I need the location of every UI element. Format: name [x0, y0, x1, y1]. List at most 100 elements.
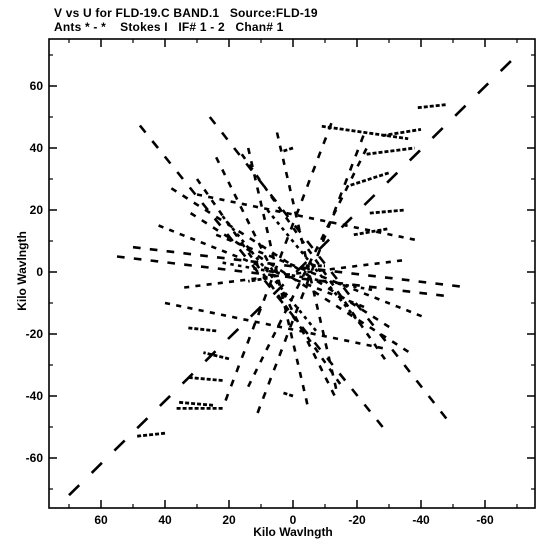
uv-sample [215, 156, 221, 164]
uv-sample [284, 171, 289, 179]
uv-sample [245, 247, 253, 254]
uv-sample [319, 218, 326, 223]
uv-track [266, 209, 362, 326]
uv-sample [307, 270, 313, 274]
uv-sample [276, 294, 283, 301]
uv-sample [279, 286, 284, 291]
uv-sample [415, 379, 424, 389]
uv-sample [215, 215, 222, 222]
uv-sample [293, 224, 302, 234]
uv-sample [278, 349, 284, 357]
uv-sample [301, 283, 309, 289]
uv-sample [313, 341, 322, 351]
uv-sample [249, 305, 262, 318]
uv-sample [181, 194, 189, 200]
uv-sample [292, 345, 297, 352]
uv-sample [267, 279, 273, 287]
y-tick-label: -40 [26, 389, 44, 403]
uv-sample [321, 234, 327, 243]
uv-sample [247, 252, 253, 259]
uv-sample [223, 233, 230, 239]
uv-sample [275, 132, 280, 139]
uv-sample [265, 322, 272, 327]
uv-sample [301, 384, 306, 392]
uv-sample [324, 279, 329, 285]
uv-sample [337, 295, 344, 300]
uv-sample [246, 336, 252, 344]
uv-sample [270, 195, 276, 202]
uv-sample [260, 244, 267, 250]
x-tick-label: 0 [290, 513, 297, 527]
uv-sample [276, 220, 281, 226]
uv-sample [288, 297, 293, 303]
uv-sample [262, 213, 267, 221]
uv-sample [352, 315, 358, 320]
uv-track [196, 193, 416, 241]
uv-sample [321, 357, 327, 364]
uv-sample [259, 200, 263, 207]
uv-sample [380, 333, 387, 339]
uv-sample [362, 147, 368, 155]
uv-sample [215, 233, 222, 238]
uv-sample [278, 251, 284, 259]
uv-sample [179, 232, 185, 238]
uv-sample [203, 188, 209, 196]
uv-sample [350, 388, 359, 397]
uv-sample [278, 145, 283, 152]
uv-sample [454, 104, 467, 117]
uv-sample [175, 304, 182, 308]
uv-sample [333, 382, 338, 390]
uv-dash-run [282, 146, 294, 153]
uv-sample [301, 270, 307, 278]
uv-track [138, 124, 384, 428]
uv-sample [284, 216, 291, 223]
uv-track [221, 215, 318, 332]
uv-sample [337, 192, 343, 200]
uv-sample [377, 345, 384, 350]
uv-sample [204, 208, 211, 214]
uv-sample [251, 230, 257, 237]
x-tick-label: -20 [348, 513, 366, 527]
uv-sample [313, 245, 319, 253]
uv-sample [398, 235, 404, 239]
uv-sample [290, 238, 295, 243]
uv-sample [269, 274, 274, 279]
uv-sample [334, 270, 343, 274]
uv-sample [291, 315, 298, 322]
uv-sample [329, 280, 334, 285]
uv-sample [189, 236, 196, 242]
uv-sample [338, 196, 344, 204]
uv-sample [289, 262, 296, 268]
uv-sample [363, 263, 369, 267]
uv-dash-run [187, 326, 217, 333]
uv-sample [295, 358, 300, 366]
uv-track [256, 135, 365, 414]
uv-sample [217, 267, 226, 271]
uv-sample [290, 198, 295, 205]
uv-sample [113, 439, 126, 452]
uv-sample [271, 253, 276, 260]
uv-sample [136, 417, 149, 430]
uv-sample [373, 343, 379, 350]
uv-sample [213, 217, 222, 227]
uv-sample [277, 279, 282, 287]
uv-sample [322, 137, 328, 145]
uv-sample [338, 372, 347, 382]
uv-sample [295, 244, 300, 249]
uv-sample [288, 303, 294, 311]
uv-sample [262, 185, 269, 192]
uv-sample [259, 356, 265, 363]
uv-sample [307, 258, 313, 265]
uv-sample [346, 311, 354, 318]
uv-sample [239, 205, 245, 213]
uv-dash-run [282, 391, 294, 398]
uv-sample [357, 321, 362, 326]
uv-sample [90, 461, 103, 474]
uv-sample [353, 225, 360, 230]
uv-sample [319, 273, 324, 279]
uv-sample [263, 266, 270, 271]
uv-sample [241, 202, 248, 207]
uv-sample [230, 262, 234, 266]
